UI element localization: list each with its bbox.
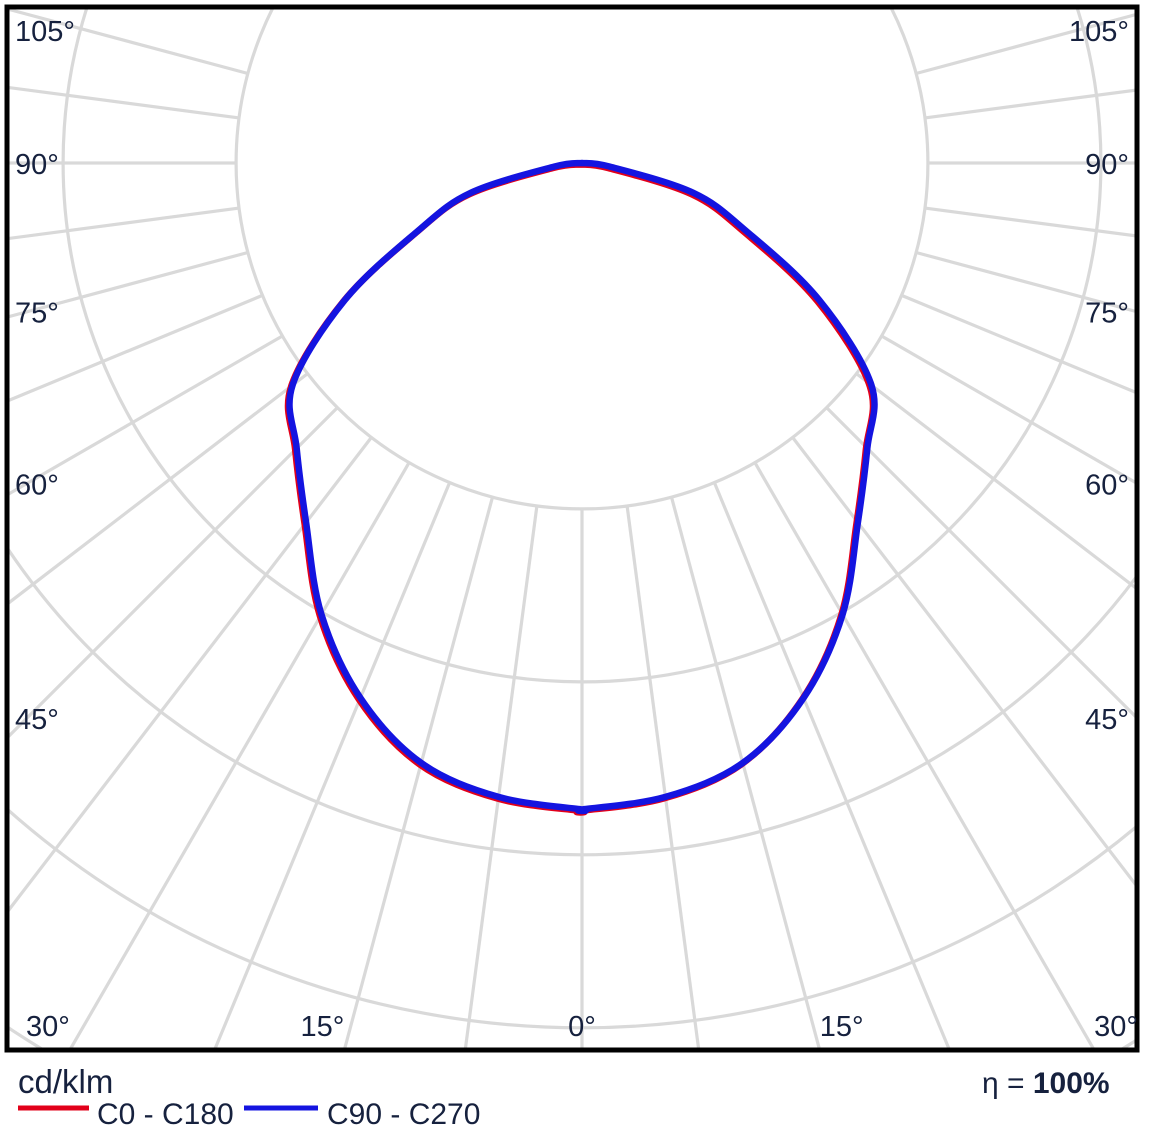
svg-text:60°: 60° [1085,469,1129,501]
svg-text:C0 - C180: C0 - C180 [97,1098,234,1131]
svg-text:90°: 90° [1085,149,1129,181]
svg-text:C90 - C270: C90 - C270 [327,1098,480,1131]
svg-text:30°: 30° [26,1011,70,1043]
svg-text:90°: 90° [15,149,59,181]
svg-text:cd/klm: cd/klm [18,1063,113,1100]
svg-text:105°: 105° [1069,16,1129,48]
svg-text:105°: 105° [15,16,75,48]
svg-text:45°: 45° [15,704,59,736]
svg-text:15°: 15° [300,1011,344,1043]
svg-text:75°: 75° [15,298,59,330]
svg-text:30°: 30° [1094,1011,1138,1043]
svg-text:45°: 45° [1085,704,1129,736]
svg-text:60°: 60° [15,469,59,501]
svg-text:75°: 75° [1085,298,1129,330]
svg-text:0°: 0° [568,1011,596,1043]
svg-text:η = 100%: η = 100% [982,1067,1110,1100]
svg-text:15°: 15° [820,1011,864,1043]
